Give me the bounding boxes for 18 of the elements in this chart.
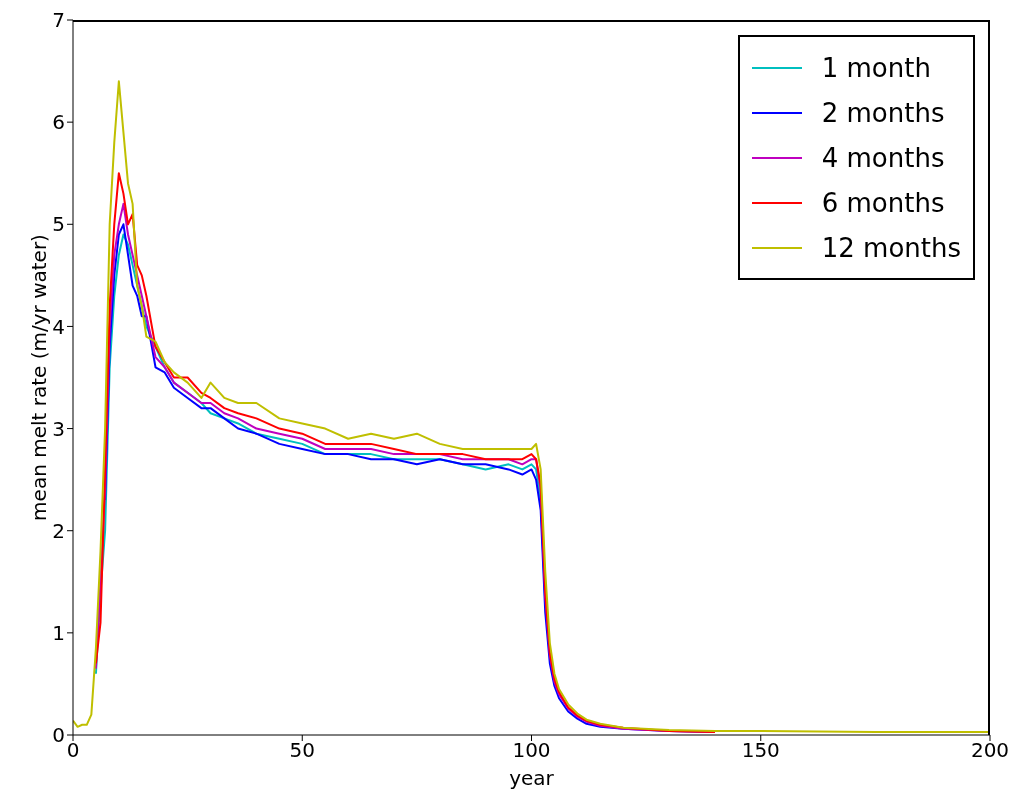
legend-label: 12 months: [821, 232, 961, 263]
y-tick-label: 5: [52, 212, 65, 237]
x-axis-title: year: [509, 766, 555, 791]
legend-label: 6 months: [821, 187, 945, 218]
y-tick-label: 1: [52, 620, 65, 645]
x-tick-label: 100: [512, 738, 551, 763]
legend-label: 2 months: [821, 97, 945, 128]
x-tick-label: 200: [970, 738, 1010, 763]
y-axis-title: mean melt rate (m/yr water): [27, 234, 52, 521]
x-tick-label: 50: [289, 738, 315, 763]
y-tick-label: 3: [52, 416, 65, 441]
x-tick-label: 150: [741, 738, 780, 763]
y-tick-label: 7: [52, 8, 65, 33]
y-tick-label: 2: [52, 518, 65, 543]
y-tick-label: 6: [52, 110, 65, 135]
y-tick-label: 4: [52, 314, 65, 339]
legend-label: 1 month: [821, 52, 931, 83]
legend-label: 4 months: [821, 142, 945, 173]
